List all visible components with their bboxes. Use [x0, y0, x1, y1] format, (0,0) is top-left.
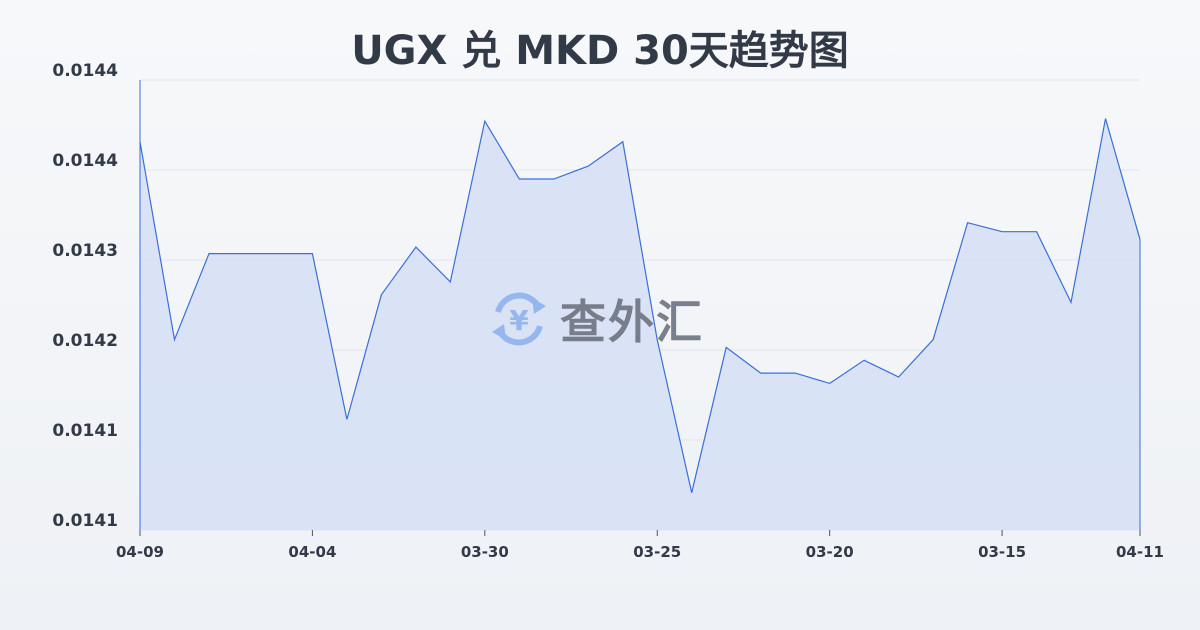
- y-tick-label: 0.0141: [52, 511, 118, 531]
- x-tick-label: 04-09: [116, 543, 164, 561]
- y-tick-label: 0.0144: [52, 61, 118, 81]
- svg-text:¥: ¥: [509, 304, 529, 337]
- yen-exchange-icon: ¥: [492, 292, 546, 346]
- x-tick-label: 04-11: [1116, 543, 1164, 561]
- x-tick-label: 03-30: [461, 543, 509, 561]
- x-tick-label: 03-15: [978, 543, 1026, 561]
- x-tick-label: 03-25: [633, 543, 681, 561]
- watermark: ¥ 查外汇: [488, 286, 704, 352]
- y-tick-label: 0.0142: [52, 331, 118, 351]
- y-tick-label: 0.0143: [52, 241, 118, 261]
- series-line: [139, 118, 1141, 493]
- x-tick-label: 03-20: [806, 543, 854, 561]
- chart-title: UGX 兑 MKD 30天趋势图: [351, 28, 849, 74]
- y-tick-label: 0.0144: [52, 151, 118, 171]
- watermark-text: 查外汇: [560, 295, 704, 349]
- x-tick-label: 04-04: [288, 543, 336, 561]
- y-tick-label: 0.0141: [52, 421, 118, 441]
- area-fill: [140, 118, 1140, 530]
